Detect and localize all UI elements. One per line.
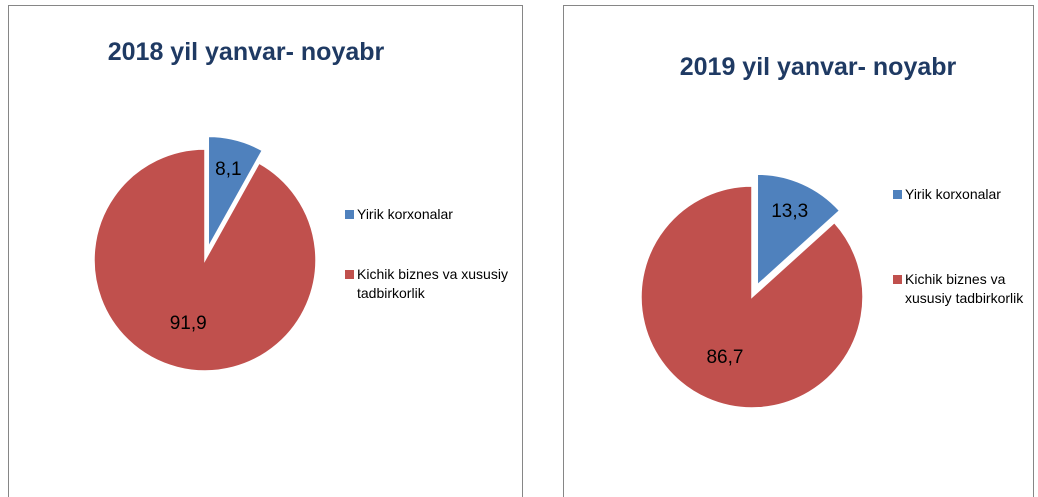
pie-slice [207, 135, 264, 251]
data-label: 91,9 [169, 313, 207, 335]
chart-panel [563, 5, 1034, 497]
legend-entry: Kichik biznes va xususiy tadbirkorlik [893, 270, 1030, 308]
legend-entry: Kichik biznes va xususiy tadbirkorlik [345, 265, 532, 303]
data-label: 8,1 [215, 159, 242, 181]
data-label: 86,7 [706, 346, 744, 368]
pie-slice [640, 185, 864, 409]
chart-panel [8, 5, 523, 497]
chart-title: 2019 yil yanvar- noyabr [679, 53, 957, 81]
chart-title: 2018 yil yanvar- noyabr [107, 38, 385, 66]
pie-slice [756, 173, 841, 287]
legend-entry: Yirik korxonalar [893, 185, 1030, 204]
pie-slice [93, 148, 317, 372]
legend-swatch [893, 190, 902, 199]
data-label: 13,3 [771, 201, 809, 223]
legend-entry: Yirik korxonalar [345, 205, 532, 224]
legend-swatch [345, 210, 354, 219]
legend-swatch [893, 275, 902, 284]
legend-swatch [345, 270, 354, 279]
